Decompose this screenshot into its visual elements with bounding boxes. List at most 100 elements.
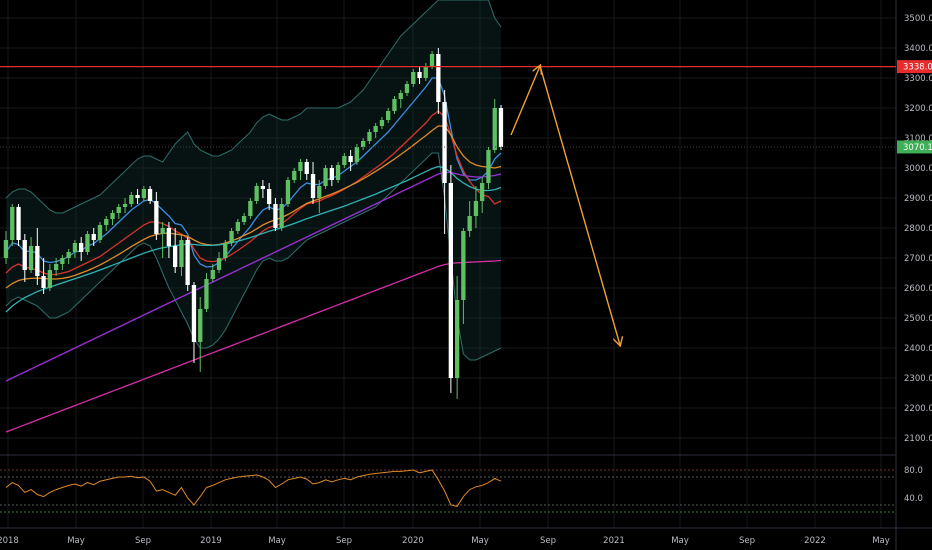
candle-body[interactable] [85, 234, 90, 252]
candle-body[interactable] [317, 186, 322, 198]
price-tick-label: 2800.0 [904, 224, 932, 234]
resistance-line[interactable] [0, 65, 896, 148]
candle-body[interactable] [235, 222, 240, 231]
candle-body[interactable] [335, 165, 341, 180]
candle-body[interactable] [122, 204, 128, 207]
candle-body[interactable] [141, 189, 146, 198]
projection-arrow[interactable] [510, 66, 540, 136]
candle-body[interactable] [54, 264, 59, 270]
candle-body[interactable] [91, 234, 96, 240]
time-tick-label: May [872, 536, 890, 546]
candle-body[interactable] [22, 240, 27, 270]
candle-body[interactable] [273, 204, 278, 228]
candle-body[interactable] [492, 108, 497, 150]
candle-body[interactable] [185, 240, 190, 285]
candle-body[interactable] [267, 189, 272, 204]
candle-body[interactable] [486, 150, 491, 183]
candlesticks[interactable] [3, 48, 504, 399]
candle-body[interactable] [354, 147, 359, 162]
candle-body[interactable] [35, 246, 40, 276]
candle-body[interactable] [154, 201, 159, 234]
candle-body[interactable] [104, 219, 109, 225]
moving-average-line [5, 259, 502, 433]
candle-body[interactable] [241, 216, 247, 222]
candle-body[interactable] [135, 195, 140, 198]
candle-body[interactable] [147, 189, 153, 201]
candle-body[interactable] [480, 183, 485, 201]
resistance-price-badge[interactable] [897, 60, 932, 74]
candle-body[interactable] [223, 243, 228, 258]
candle-body[interactable] [455, 300, 460, 378]
candle-body[interactable] [348, 156, 353, 162]
candle-body[interactable] [72, 243, 78, 252]
candle-body[interactable] [166, 228, 171, 246]
last-price-badge[interactable] [897, 140, 932, 154]
candle-body[interactable] [16, 207, 21, 240]
candle-body[interactable] [97, 225, 103, 240]
candle-body[interactable] [323, 168, 328, 186]
bollinger-lower [5, 152, 502, 361]
candle-body[interactable] [467, 216, 472, 231]
candle-body[interactable] [373, 126, 378, 132]
candle-body[interactable] [198, 309, 203, 342]
candle-body[interactable] [110, 213, 115, 219]
candle-body[interactable] [310, 174, 316, 198]
candle-body[interactable] [129, 195, 134, 204]
candle-body[interactable] [329, 168, 334, 180]
candle-body[interactable] [248, 201, 253, 216]
candle-body[interactable] [411, 72, 416, 84]
candle-body[interactable] [279, 204, 284, 228]
candle-body[interactable] [361, 141, 366, 147]
candle-body[interactable] [386, 111, 391, 120]
bollinger-bands [5, 0, 502, 361]
candle-body[interactable] [379, 120, 385, 126]
price-tick-label: 3200.0 [904, 104, 932, 114]
candle-body[interactable] [260, 186, 265, 189]
candle-body[interactable] [204, 279, 209, 309]
candle-body[interactable] [28, 246, 34, 270]
candle-body[interactable] [116, 207, 121, 213]
candle-body[interactable] [429, 54, 435, 66]
price-tick-label: 2600.0 [904, 284, 932, 294]
candle-body[interactable] [179, 240, 184, 267]
candle-body[interactable] [41, 276, 46, 288]
candle-body[interactable] [173, 246, 178, 267]
candle-body[interactable] [10, 207, 15, 240]
candle-body[interactable] [342, 156, 347, 165]
candle-body[interactable] [461, 231, 466, 300]
candle-body[interactable] [304, 162, 309, 174]
candle-body[interactable] [473, 201, 479, 216]
projection-arrow[interactable] [539, 65, 620, 345]
candle-body[interactable] [216, 258, 222, 270]
price-tick-label: 3000.0 [904, 164, 932, 174]
candle-body[interactable] [79, 243, 84, 252]
candle-body[interactable] [442, 102, 447, 183]
candle-body[interactable] [498, 108, 504, 147]
candle-body[interactable] [285, 180, 291, 204]
candle-body[interactable] [229, 231, 234, 243]
candle-body[interactable] [298, 162, 303, 171]
candle-body[interactable] [448, 183, 453, 378]
candle-body[interactable] [367, 132, 372, 141]
candle-body[interactable] [417, 72, 422, 78]
candle-body[interactable] [254, 186, 259, 201]
candle-body[interactable] [191, 285, 197, 342]
candle-body[interactable] [60, 258, 65, 264]
candle-body[interactable] [292, 171, 297, 180]
candle-body[interactable] [47, 270, 52, 288]
time-axis[interactable]: 2018 May Sep 2019 May Sep 2020 May Sep 2021 May Sep… [0, 536, 890, 546]
candle-body[interactable] [160, 228, 165, 234]
candle-body[interactable] [423, 66, 428, 78]
candle-body[interactable] [3, 240, 9, 258]
moving-average-line [5, 165, 502, 313]
price-axis[interactable]: 3500.0 3400.0 3300.0 3200.0 3100.0 3000.0 2900… [897, 14, 932, 504]
candle-body[interactable] [210, 270, 215, 279]
candle-body[interactable] [404, 84, 410, 93]
candle-body[interactable] [436, 54, 441, 102]
candle-body[interactable] [398, 93, 403, 99]
candle-body[interactable] [392, 99, 397, 111]
candle-body[interactable] [66, 252, 71, 258]
projection-arrows[interactable] [510, 65, 620, 345]
